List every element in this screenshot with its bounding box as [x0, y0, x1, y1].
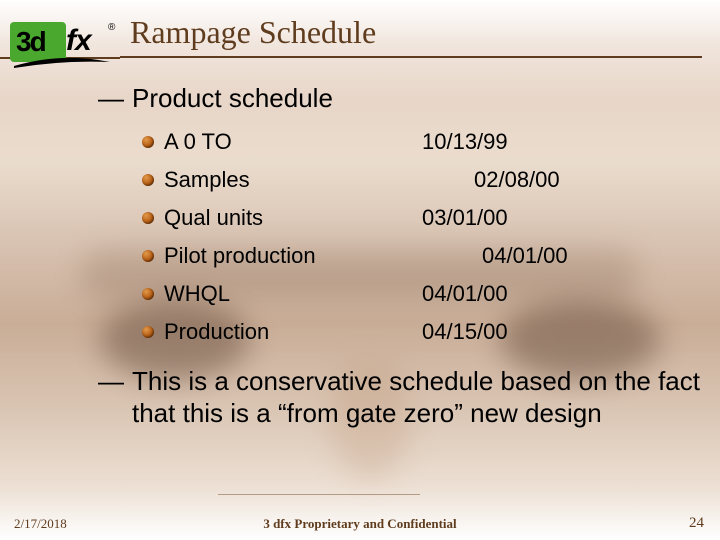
logo-left-text: 3d: [16, 26, 45, 58]
sphere-bullet-icon: [142, 212, 154, 224]
slide-title: Rampage Schedule: [130, 14, 376, 51]
footer: 2/17/2018 3 dfx Proprietary and Confiden…: [0, 512, 720, 532]
sphere-bullet-icon: [142, 174, 154, 186]
title-rule: [120, 56, 702, 58]
logo-registered: ®: [108, 22, 115, 33]
slide-body: — Product schedule A 0 TO10/13/99Samples…: [98, 78, 700, 438]
footer-page-number: 24: [689, 515, 704, 532]
section-heading: Product schedule: [132, 82, 700, 115]
schedule-row: Pilot production 04/01/00: [142, 237, 700, 275]
slide: Rampage Schedule 3d fx ® interactive — P…: [0, 0, 720, 540]
logo-swoosh-icon: [12, 56, 112, 70]
sphere-bullet-icon: [142, 250, 154, 262]
footer-rule: [218, 494, 420, 495]
schedule-date: 04/01/00: [422, 275, 508, 313]
schedule-list: A 0 TO 10/13/99 Samples 02/08/00 Qual units 0…: [142, 123, 700, 351]
section-heading-row: — Product schedule: [98, 82, 700, 115]
schedule-row: Production 04/15/00: [142, 313, 700, 351]
dash-bullet-icon: —: [98, 365, 132, 398]
schedule-row: Qual units 03/01/00: [142, 199, 700, 237]
note-text: This is a conservative schedule based on…: [132, 365, 700, 430]
schedule-date: 04/15/00: [422, 313, 508, 351]
sphere-bullet-icon: [142, 326, 154, 338]
schedule-label: Qual units: [164, 199, 263, 237]
schedule-label: Production: [164, 313, 269, 351]
note-row: — This is a conservative schedule based …: [98, 365, 700, 430]
schedule-label: Samples: [164, 161, 250, 199]
sphere-bullet-icon: [142, 288, 154, 300]
schedule-label: A 0 TO: [164, 123, 232, 161]
schedule-label: WHQL: [164, 275, 230, 313]
logo-right-text: fx: [66, 24, 91, 58]
schedule-label: Pilot production: [164, 237, 316, 275]
schedule-date: 02/08/00: [474, 161, 560, 199]
schedule-row: WHQL 04/01/00: [142, 275, 700, 313]
schedule-row: Samples 02/08/00: [142, 161, 700, 199]
sphere-bullet-icon: [142, 136, 154, 148]
schedule-row: A 0 TO 10/13/99: [142, 123, 700, 161]
footer-confidential: 3 dfx Proprietary and Confidential: [0, 516, 720, 532]
logo-3dfx: 3d fx ®: [10, 20, 118, 72]
schedule-date: 03/01/00: [422, 199, 508, 237]
dash-bullet-icon: —: [98, 82, 132, 115]
schedule-date: 04/01/00: [482, 237, 568, 275]
schedule-date: 10/13/99: [422, 123, 508, 161]
